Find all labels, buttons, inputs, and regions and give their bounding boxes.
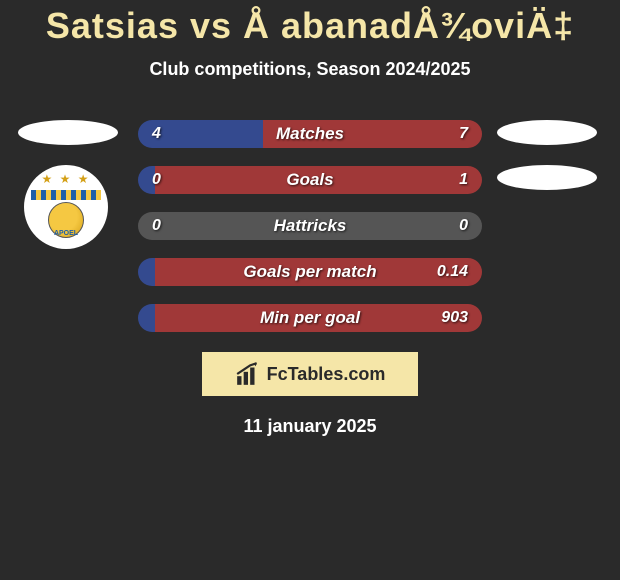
badge-stars-icon: ★ ★ ★: [31, 172, 101, 186]
chart-icon: [235, 361, 261, 387]
stats-column: 4 7 Matches 0 1 Goals 0 0 Hattricks 0.14 Goals per…: [138, 120, 482, 332]
comparison-container: Satsias vs Å abanadÅ¾oviÄ‡ Club competit…: [0, 0, 620, 437]
comparison-area: ★ ★ ★ APOEL 47Matches01Goals00Hattricks0…: [0, 120, 620, 332]
stat-label: Goals: [286, 170, 333, 190]
stat-bar: 0 0 Hattricks: [138, 212, 482, 240]
brand-text: FcTables.com: [267, 364, 386, 385]
subtitle: Club competitions, Season 2024/2025: [0, 59, 620, 80]
brand-box[interactable]: FcTables.com: [202, 352, 418, 396]
date-text: 11 january 2025: [0, 416, 620, 437]
left-club-badge: ★ ★ ★ APOEL: [24, 165, 108, 249]
stat-value-left: 0: [152, 171, 161, 189]
left-player-avatar: [18, 120, 118, 145]
stat-label: Min per goal: [260, 308, 360, 328]
left-avatar-column: ★ ★ ★ APOEL: [18, 120, 128, 249]
badge-club-name: APOEL: [31, 230, 101, 237]
stat-value-right: 1: [459, 171, 468, 189]
stat-value-right: 903: [441, 309, 468, 327]
stat-label: Matches: [276, 124, 344, 144]
stat-bar: 0.14 Goals per match: [138, 258, 482, 286]
stat-value-right: 0.14: [437, 263, 468, 281]
right-avatar-column: [492, 120, 602, 190]
stat-value-left: 0: [152, 217, 161, 235]
stat-bar: 0 1 Goals: [138, 166, 482, 194]
stat-value-right: 0: [459, 217, 468, 235]
badge-stripes: [31, 190, 101, 200]
stat-left-fill: [138, 304, 155, 332]
stat-bar: 4 7 Matches: [138, 120, 482, 148]
stat-label: Goals per match: [243, 262, 376, 282]
page-title: Satsias vs Å abanadÅ¾oviÄ‡: [0, 5, 620, 47]
badge-inner: ★ ★ ★ APOEL: [31, 172, 101, 242]
stat-value-right: 7: [459, 125, 468, 143]
stat-value-left: 4: [152, 125, 161, 143]
right-club-badge-placeholder: [497, 165, 597, 190]
stat-left-fill: [138, 258, 155, 286]
stat-label: Hattricks: [274, 216, 347, 236]
stat-bar: 903 Min per goal: [138, 304, 482, 332]
right-player-avatar: [497, 120, 597, 145]
